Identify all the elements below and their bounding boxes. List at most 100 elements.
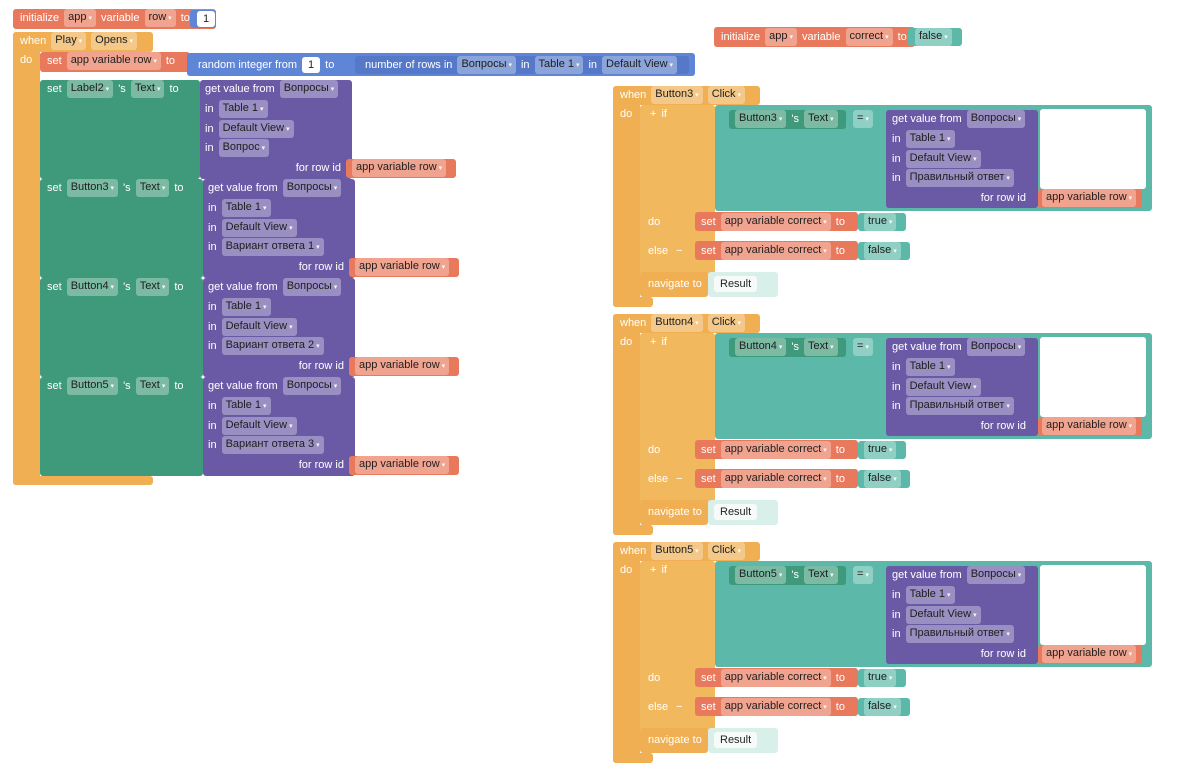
dropdown: Default View <box>905 150 981 168</box>
label: set <box>701 444 716 456</box>
dropdown: app variable correct <box>720 698 831 716</box>
block-row: for row id <box>981 645 1026 663</box>
dropdown: Result <box>714 504 758 520</box>
label: to <box>174 380 184 392</box>
label: variable <box>100 12 140 24</box>
dropdown: Правильный ответ <box>905 625 1014 643</box>
label: to <box>835 672 845 684</box>
dropdown: Table 1 <box>221 199 271 217</box>
dropdown: Play <box>51 32 87 50</box>
label: in <box>208 420 217 432</box>
block-row: set Label2 's Textto <box>47 80 179 98</box>
block-row: set Button5 's Textto <box>47 377 184 395</box>
label: in <box>892 133 901 145</box>
dropdown: Правильный ответ <box>905 397 1014 415</box>
event-block <box>13 32 40 485</box>
dropdown: Table 1 <box>221 298 271 316</box>
block-row: do <box>648 441 660 459</box>
dropdown: Button5 <box>735 566 787 584</box>
block-row: set Button3 's Textto <box>47 179 184 197</box>
block-row: Button3 's Text <box>735 110 838 128</box>
label: in <box>588 59 598 71</box>
dropdown: Text <box>804 338 838 356</box>
dropdown: Default View <box>905 378 981 396</box>
block-row: do <box>20 51 32 69</box>
dropdown: app variable row <box>355 357 450 375</box>
label: get value from <box>892 569 962 581</box>
block-row: get value from Вопросы <box>205 80 339 98</box>
label: navigate to <box>648 506 702 518</box>
dropdown: Button4 <box>66 278 119 296</box>
label: to <box>325 59 335 71</box>
block-row: in Table 1 <box>892 586 955 604</box>
dropdown: Result <box>714 276 758 292</box>
label: to <box>174 182 184 194</box>
block-row: random integer from 1 to <box>198 56 334 74</box>
block-row: navigate to <box>648 503 702 521</box>
label: to <box>835 444 845 456</box>
block-row: do <box>620 105 632 123</box>
navigate-block <box>640 272 708 297</box>
label: in <box>208 202 217 214</box>
label: set <box>47 182 62 194</box>
block-row: true <box>864 441 897 459</box>
label: in <box>892 361 901 373</box>
label: in <box>208 340 217 352</box>
dropdown: Вопросы <box>966 110 1026 128</box>
label: set <box>701 473 716 485</box>
event-block <box>613 86 640 307</box>
label: get value from <box>205 83 275 95</box>
dropdown: Text <box>135 278 170 296</box>
label: if <box>661 336 667 348</box>
label: + <box>650 564 657 576</box>
dropdown: Text <box>130 80 165 98</box>
block-row: + if <box>650 105 667 123</box>
block-row: for row id <box>299 258 344 276</box>
label: in <box>892 400 901 412</box>
block-row: set app variable correct to <box>701 669 845 687</box>
navigate-block <box>640 728 708 753</box>
label: set <box>47 55 62 67</box>
dropdown: Вопросы <box>282 179 342 197</box>
block-row: − <box>676 470 682 488</box>
dropdown: Click <box>707 86 745 104</box>
dropdown: Default View <box>221 318 297 336</box>
label: do <box>620 336 633 348</box>
label: in <box>208 222 217 234</box>
block-row: true <box>864 213 897 231</box>
block-row: in Правильный ответ <box>892 625 1014 643</box>
event-block <box>613 297 653 307</box>
label: in <box>892 589 901 601</box>
label: to <box>835 473 845 485</box>
dropdown: Click <box>707 314 745 332</box>
block-row: + if <box>650 333 667 351</box>
label: set <box>701 216 716 228</box>
label: 's <box>791 113 799 125</box>
block-row: app variable row <box>1042 417 1137 435</box>
dropdown: false <box>915 28 952 46</box>
block-row: Result <box>714 275 758 293</box>
label: to <box>180 12 190 24</box>
label: set <box>701 672 716 684</box>
dropdown: Table 1 <box>218 100 268 118</box>
dropdown: = <box>853 566 873 584</box>
block-row: set app variable correct to <box>701 698 845 716</box>
block-row: in Default View <box>892 606 981 624</box>
dropdown: Table 1 <box>905 358 955 376</box>
dropdown: Вариант ответа 2 <box>221 337 324 355</box>
block-row: in Вариант ответа 1 <box>208 238 324 256</box>
label: for row id <box>980 648 1026 660</box>
label: 's <box>118 83 126 95</box>
dropdown: Table 1 <box>534 56 584 74</box>
label: random integer from <box>198 59 298 71</box>
label: variable <box>801 31 841 43</box>
label: to <box>174 281 184 293</box>
label: do <box>648 216 661 228</box>
label: in <box>892 609 901 621</box>
block-row: false <box>864 470 901 488</box>
block-row: for row id <box>981 417 1026 435</box>
block-row: app variable row <box>1042 189 1137 207</box>
label: to <box>835 216 845 228</box>
label: number of rows in <box>365 59 453 71</box>
block-row: in Default View <box>208 417 297 435</box>
